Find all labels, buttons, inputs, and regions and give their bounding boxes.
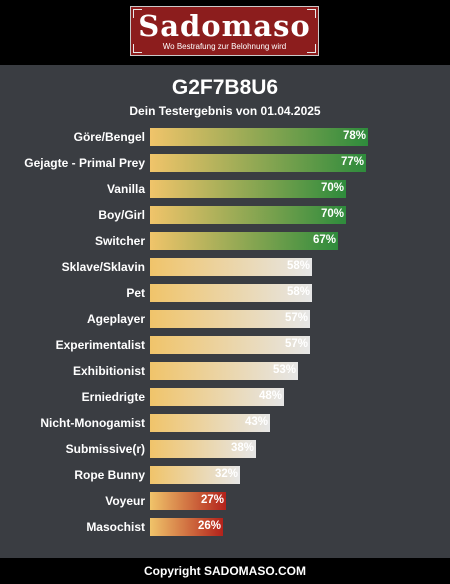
score-percent-label: 58% — [286, 260, 310, 272]
score-percent-label: 48% — [258, 390, 282, 402]
score-percent-label: 53% — [272, 364, 296, 376]
result-subtitle: Dein Testergebnis von 01.04.2025 — [129, 104, 321, 118]
category-label: Boy/Girl — [98, 208, 145, 222]
category-label: Exhibitionist — [73, 364, 145, 378]
category-label: Switcher — [94, 234, 145, 248]
score-bar: 43% — [150, 414, 270, 432]
score-percent-label: 77% — [340, 156, 364, 168]
logo-corner-ornament — [133, 44, 142, 53]
score-bar: 26% — [150, 518, 223, 536]
score-bar: 70% — [150, 206, 346, 224]
result-row: Submissive(r) 38% — [0, 437, 450, 463]
result-row: Nicht-Monogamist 43% — [0, 411, 450, 437]
result-title: G2F7B8U6 — [171, 76, 279, 99]
score-percent-label: 32% — [214, 468, 238, 480]
category-label: Sklave/Sklavin — [61, 260, 145, 274]
result-row: Experimentalist 57% — [0, 333, 450, 359]
result-row: Exhibitionist 53% — [0, 359, 450, 385]
category-label: Rope Bunny — [74, 468, 145, 482]
category-label: Experimentalist — [55, 338, 145, 352]
category-label: Vanilla — [106, 182, 145, 196]
category-label: Masochist — [86, 520, 145, 534]
logo-corner-ornament — [307, 9, 316, 18]
header-bar: Sadomaso Wo Bestrafung zur Belohnung wir… — [0, 0, 450, 65]
copyright-text: Copyright SADOMASO.COM — [144, 564, 306, 578]
result-row: Masochist 26% — [0, 515, 450, 541]
result-row: Erniedrigte 48% — [0, 385, 450, 411]
category-label: Erniedrigte — [81, 390, 145, 404]
result-row: Switcher 67% — [0, 229, 450, 255]
result-row: Sklave/Sklavin 58% — [0, 255, 450, 281]
score-bar: 78% — [150, 128, 368, 146]
score-percent-label: 57% — [284, 312, 308, 324]
logo-wordmark: Sadomaso — [138, 9, 311, 43]
score-bar: 70% — [150, 180, 346, 198]
result-row: Voyeur 27% — [0, 489, 450, 515]
score-bar: 58% — [150, 284, 312, 302]
score-percent-label: 58% — [286, 286, 310, 298]
score-bar: 38% — [150, 440, 256, 458]
score-percent-label: 38% — [230, 442, 254, 454]
score-percent-label: 26% — [197, 520, 221, 532]
score-percent-label: 78% — [342, 130, 366, 142]
logo-corner-ornament — [307, 44, 316, 53]
score-percent-label: 27% — [200, 494, 224, 506]
category-label: Gejagte - Primal Prey — [24, 156, 145, 170]
result-row: Göre/Bengel 78% — [0, 125, 450, 151]
result-row: Gejagte - Primal Prey 77% — [0, 151, 450, 177]
logo-tagline: Wo Bestrafung zur Belohnung wird — [162, 42, 287, 51]
result-row: Rope Bunny 32% — [0, 463, 450, 489]
footer: Copyright SADOMASO.COM — [0, 558, 450, 584]
score-percent-label: 70% — [320, 182, 344, 194]
score-bar: 67% — [150, 232, 338, 250]
score-percent-label: 70% — [320, 208, 344, 220]
score-bar: 57% — [150, 336, 310, 354]
category-label: Ageplayer — [86, 312, 145, 326]
logo-corner-ornament — [133, 9, 142, 18]
category-label: Pet — [126, 286, 145, 300]
category-label: Göre/Bengel — [73, 130, 145, 144]
result-row: Boy/Girl 70% — [0, 203, 450, 229]
score-bar: 48% — [150, 388, 284, 406]
score-bar: 32% — [150, 466, 240, 484]
score-percent-label: 43% — [244, 416, 268, 428]
score-percent-label: 57% — [284, 338, 308, 350]
score-bar: 58% — [150, 258, 312, 276]
category-label: Submissive(r) — [65, 442, 145, 456]
category-label: Voyeur — [105, 494, 145, 508]
result-row: Pet 58% — [0, 281, 450, 307]
category-label: Nicht-Monogamist — [40, 416, 145, 430]
score-bar: 53% — [150, 362, 298, 380]
score-bar: 27% — [150, 492, 226, 510]
score-bar: 57% — [150, 310, 310, 328]
sadomaso-logo[interactable]: Sadomaso Wo Bestrafung zur Belohnung wir… — [130, 6, 319, 56]
score-bar: 77% — [150, 154, 366, 172]
result-row: Ageplayer 57% — [0, 307, 450, 333]
result-row: Vanilla 70% — [0, 177, 450, 203]
score-percent-label: 67% — [312, 234, 336, 246]
